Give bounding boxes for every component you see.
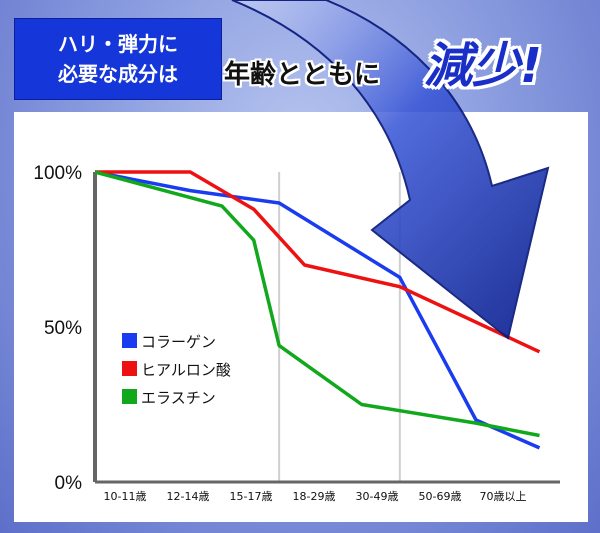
series-line-1 <box>95 170 541 354</box>
x-tick-label: 70歳以上 <box>480 490 527 503</box>
legend-label-1: ヒアルロン酸 <box>141 361 231 379</box>
y-tick-label: 0% <box>55 473 83 494</box>
chart-series <box>94 170 541 450</box>
y-tick-label: 50% <box>44 318 82 339</box>
x-tick-label: 50-69歳 <box>419 490 462 503</box>
decline-arrow <box>231 0 550 340</box>
y-tick-label: 100% <box>33 163 82 184</box>
chart-grid <box>278 172 401 482</box>
x-tick-label: 30-49歳 <box>356 490 399 503</box>
headline-text: 年齢とともに <box>224 60 381 90</box>
headline: 年齢とともに 減少! <box>224 38 554 103</box>
headline-emphasis: 減少! <box>424 38 542 94</box>
legend-swatch-0 <box>122 333 137 348</box>
ingredient-badge: ハリ・弾力に 必要な成分は <box>14 18 222 100</box>
badge-line-2: 必要な成分は <box>58 62 178 86</box>
legend-swatch-2 <box>122 389 137 404</box>
chart-ticks: 100% 50% 0% 10-11歳 12-14歳 15-17歳 18-29歳 30-49歳 5… <box>33 163 526 503</box>
x-tick-label: 12-14歳 <box>167 490 210 503</box>
series-line-2 <box>94 170 540 438</box>
legend-swatch-1 <box>122 361 137 376</box>
badge-line-1: ハリ・弾力に <box>58 32 178 56</box>
x-tick-label: 10-11歳 <box>104 490 147 503</box>
legend-label-2: エラスチン <box>141 389 216 407</box>
x-tick-label: 15-17歳 <box>230 490 273 503</box>
x-tick-label: 18-29歳 <box>293 490 336 503</box>
chart-axes <box>93 172 560 484</box>
legend-label-0: コラーゲン <box>141 333 216 351</box>
